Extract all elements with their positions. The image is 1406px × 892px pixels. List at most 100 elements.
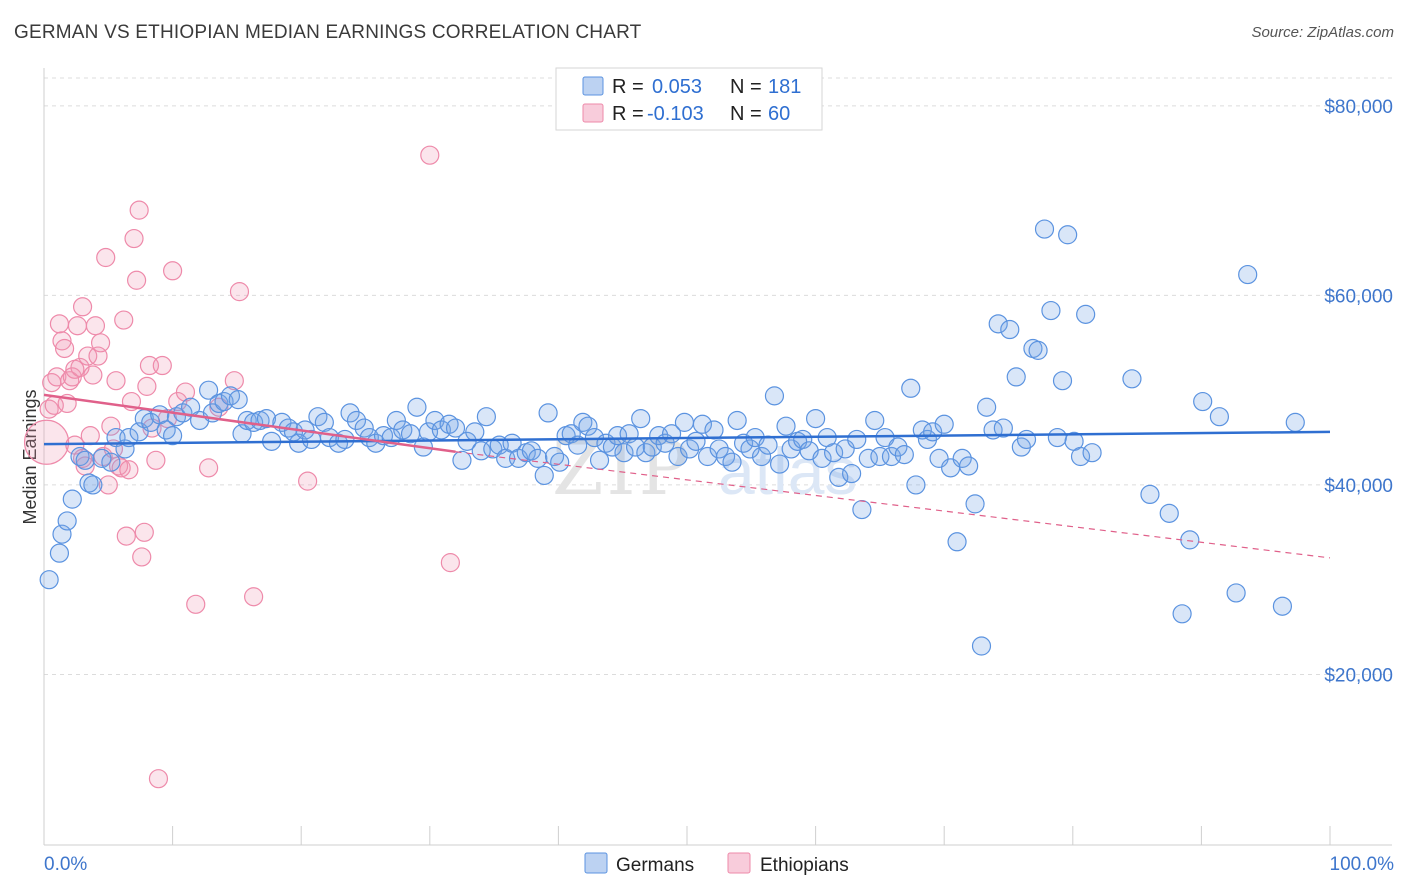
- ethiopian-point: [229, 282, 250, 302]
- german-point: [49, 543, 70, 563]
- ethiopian-point: [152, 355, 172, 376]
- german-point: [1058, 225, 1078, 245]
- german-point: [538, 403, 558, 423]
- german-point: [686, 431, 706, 451]
- german-point: [75, 450, 95, 470]
- german-point: [847, 429, 867, 450]
- german-point: [842, 463, 862, 484]
- ethiopian-point: [146, 450, 166, 470]
- legend-r-value-germans: 0.053: [652, 76, 702, 98]
- ethiopian-point: [101, 416, 121, 436]
- ethiopian-point: [72, 297, 93, 317]
- german-point: [888, 437, 908, 457]
- ethiopian-point: [124, 228, 144, 249]
- german-point: [163, 426, 183, 446]
- german-point: [1272, 596, 1293, 616]
- german-point: [668, 446, 688, 467]
- german-point: [550, 452, 570, 472]
- german-point: [346, 410, 367, 431]
- german-point: [722, 452, 742, 472]
- german-point: [758, 435, 778, 455]
- ethiopian-point: [67, 316, 88, 336]
- german-point: [573, 412, 593, 432]
- german-point: [934, 414, 954, 434]
- ethiopian-point: [224, 371, 244, 391]
- y-tick-label: $80,000: [1324, 97, 1393, 118]
- trend-line-germans: [43, 430, 1331, 446]
- axes: [43, 68, 1392, 846]
- y-tick-label: $20,000: [1324, 665, 1393, 686]
- chart-source: Source: ZipAtlas.com: [1251, 24, 1394, 41]
- ethiopian-point: [106, 371, 126, 391]
- bottom-legend: Germans Ethiopians: [584, 852, 849, 876]
- ethiopian-point: [134, 522, 154, 542]
- legend-swatch-ethiopians: [582, 103, 604, 123]
- ethiopian-point: [90, 333, 111, 353]
- ethiopian-point: [111, 458, 131, 478]
- german-point: [727, 410, 747, 431]
- bottom-legend-swatch-germans: [584, 852, 608, 874]
- trend-lines: [43, 393, 1331, 559]
- german-point: [1140, 484, 1160, 505]
- german-point: [852, 499, 872, 520]
- ethiopian-point: [80, 426, 100, 446]
- german-point: [1082, 443, 1102, 463]
- german-point: [1226, 583, 1246, 603]
- german-point: [1052, 371, 1073, 391]
- german-point: [1034, 219, 1055, 239]
- ethiopian-point: [420, 145, 440, 165]
- ethiopian-point: [119, 460, 139, 480]
- german-point: [39, 570, 59, 590]
- ethiopian-point: [132, 547, 152, 567]
- ethiopian-point: [85, 316, 106, 336]
- german-point: [452, 450, 472, 470]
- ethiopian-point: [163, 261, 183, 281]
- german-point: [1159, 503, 1179, 523]
- german-point: [947, 532, 967, 552]
- legend-r-label-germans: R =: [612, 76, 644, 98]
- ethiopian-point: [148, 769, 169, 789]
- german-point: [894, 445, 914, 465]
- german-point: [776, 416, 796, 436]
- ethiopian-point: [49, 314, 70, 334]
- german-point: [824, 443, 844, 463]
- german-point: [568, 435, 588, 455]
- german-point: [829, 467, 849, 487]
- ethiopian-point: [440, 553, 460, 573]
- german-point: [465, 422, 485, 442]
- legend-n-label-ethiopians: N =: [730, 103, 762, 125]
- german-point: [1041, 300, 1061, 321]
- german-point: [584, 427, 605, 448]
- ethiopian-point: [47, 367, 67, 387]
- german-point: [865, 410, 885, 431]
- german-point: [1047, 427, 1067, 448]
- german-point: [965, 494, 985, 514]
- x-tick-label-start: 0.0%: [44, 854, 87, 875]
- ethiopian-point: [199, 458, 219, 478]
- y-tick-label: $40,000: [1324, 476, 1393, 497]
- german-point: [57, 511, 77, 531]
- legend-n-value-germans: 181: [768, 76, 801, 98]
- series-ethiopians-points: [23, 145, 460, 789]
- bottom-legend-germans: Germans: [616, 855, 694, 876]
- german-point: [812, 448, 832, 468]
- german-point: [544, 446, 565, 467]
- ethiopian-point: [52, 331, 72, 351]
- german-point: [256, 408, 277, 429]
- ethiopian-point: [83, 365, 103, 385]
- german-point: [751, 446, 772, 467]
- german-point: [199, 380, 219, 400]
- legend-r-label-ethiopians: R =: [612, 103, 644, 125]
- german-point: [993, 418, 1013, 438]
- german-point: [906, 475, 926, 495]
- x-axis-ticks: [43, 826, 1331, 845]
- german-point: [1238, 264, 1258, 285]
- german-point: [578, 416, 598, 436]
- german-point: [101, 452, 121, 472]
- ethiopian-point: [23, 419, 70, 465]
- gridlines: [44, 77, 1392, 675]
- legend-n-value-ethiopians: 60: [768, 103, 790, 125]
- german-point: [971, 636, 992, 656]
- ethiopian-point: [96, 247, 116, 268]
